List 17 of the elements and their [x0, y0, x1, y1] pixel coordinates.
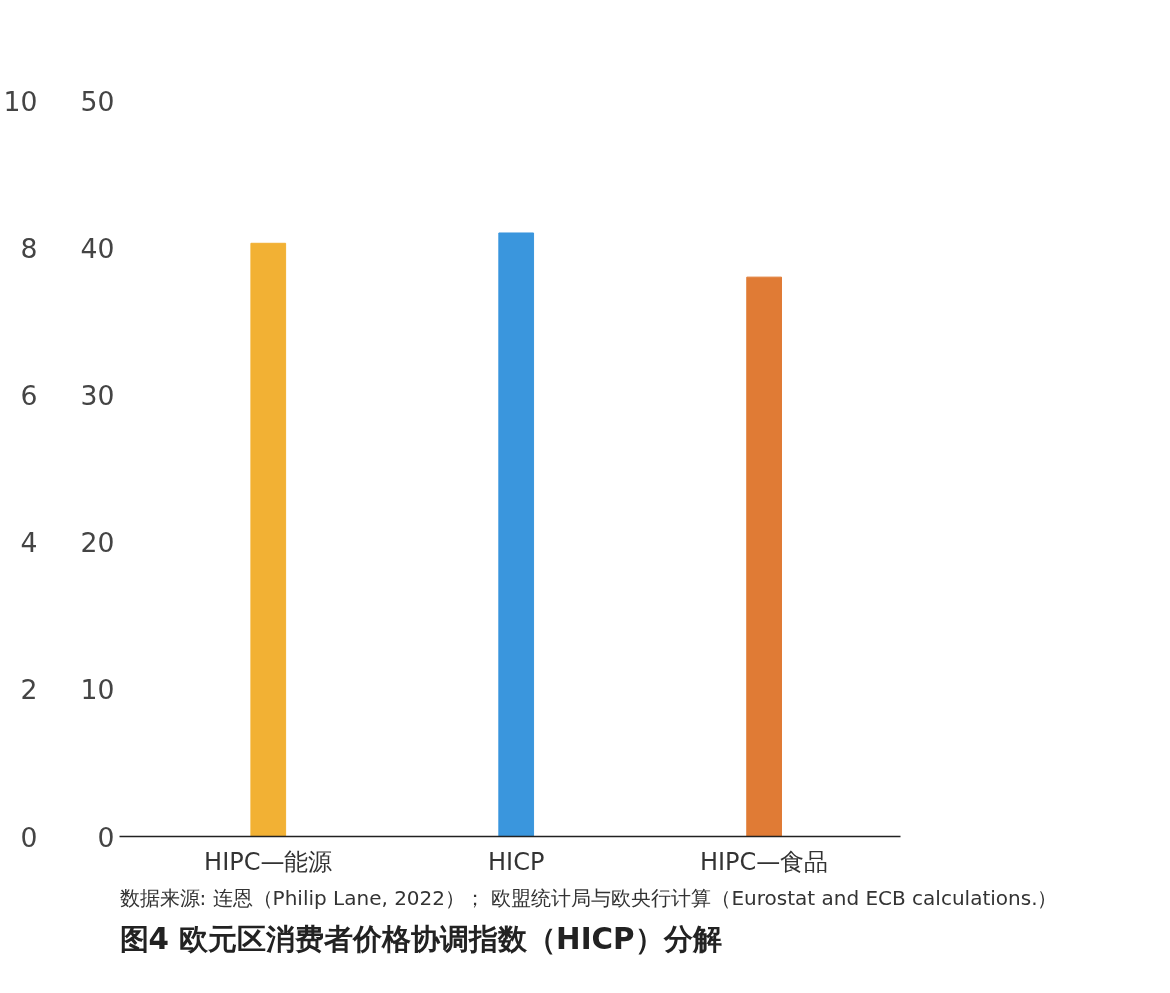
y2-tick-label: 10: [3, 85, 38, 117]
x-tick-label: HIPC—能源: [204, 847, 333, 876]
y-tick-label: 30: [80, 379, 115, 411]
y-tick-label: 10: [80, 674, 115, 706]
x-tick-label: HIPC—食品: [699, 847, 829, 876]
y-tick-label: 20: [80, 527, 115, 559]
y2-tick-label: 6: [20, 379, 38, 411]
x-tick-label: HICP: [488, 847, 545, 876]
text: 图4 欧元区消费者价格协调指数（HICP）分解: [119, 921, 722, 956]
y2-tick-label: 0: [20, 821, 38, 853]
y2-tick-label: 4: [20, 527, 38, 559]
y2-tick-label: 8: [20, 232, 38, 264]
source-note: 数据来源: 连恩（Philip Lane, 2022）； 欧盟统计局与欧央行计算（Eurostat and ECB calculations.）: [119, 885, 1058, 910]
y2-tick-label: 2: [20, 674, 38, 706]
y-tick-label: 0: [97, 821, 115, 853]
y-tick-label: 40: [80, 232, 115, 264]
y-tick-label: 50: [80, 85, 115, 117]
